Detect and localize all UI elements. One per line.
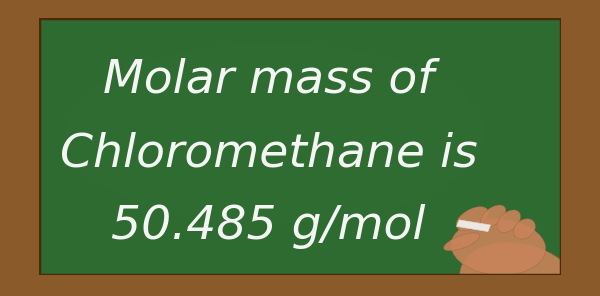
Ellipse shape [443,233,480,251]
Ellipse shape [497,210,521,232]
Text: Chloromethane is: Chloromethane is [60,132,478,177]
Bar [362,110,438,131]
Ellipse shape [451,219,545,275]
Bar [85,160,259,195]
Ellipse shape [456,207,488,231]
Ellipse shape [65,44,482,224]
Text: 50.485 g/mol: 50.485 g/mol [112,204,426,249]
Ellipse shape [460,242,579,296]
Bar [311,173,496,215]
Ellipse shape [514,219,535,239]
Bar [439,139,557,180]
Polygon shape [39,18,561,275]
Ellipse shape [481,205,506,227]
Text: Molar mass of: Molar mass of [103,57,434,102]
Bar [68,189,217,203]
Polygon shape [457,220,491,231]
